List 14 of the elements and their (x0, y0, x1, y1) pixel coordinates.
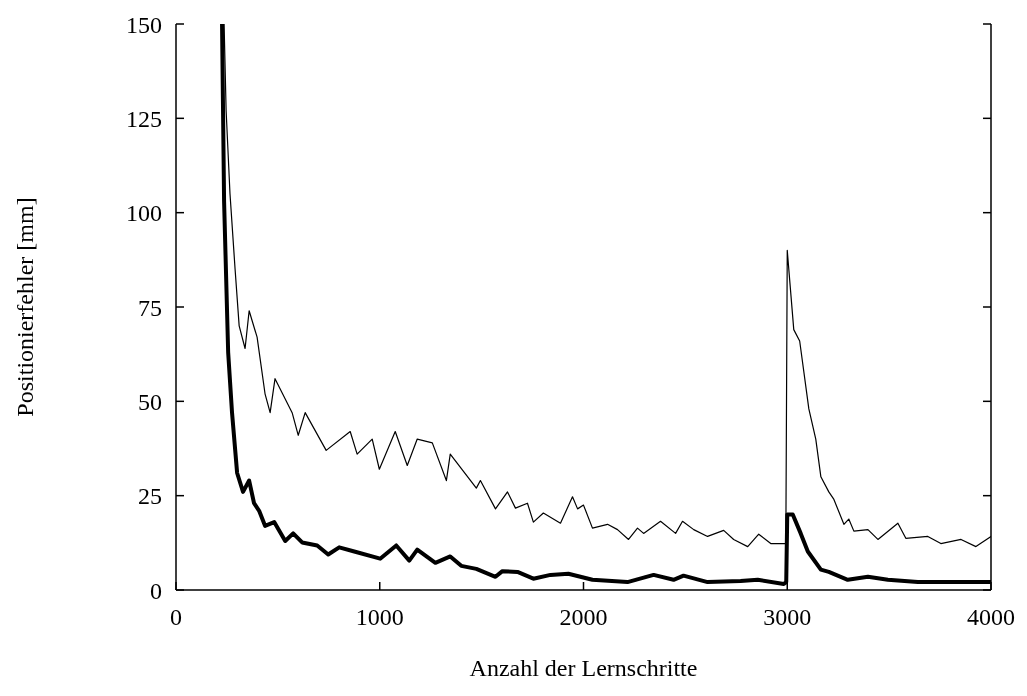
y-tick-label: 125 (126, 105, 162, 132)
x-tick-label: 2000 (559, 604, 608, 631)
y-tick-label: 100 (126, 200, 162, 227)
x-tick-label: 3000 (763, 604, 812, 631)
y-tick-label: 75 (138, 294, 162, 321)
x-tick-label: 4000 (967, 604, 1015, 631)
x-tick-label: 1000 (355, 604, 404, 631)
y-tick-label: 25 (138, 483, 162, 510)
y-axis-title: Positionierfehler [mm] (11, 197, 38, 417)
x-axis-title: Anzahl der Lernschritte (469, 655, 698, 681)
y-tick-label: 50 (138, 388, 162, 415)
x-tick-label: 0 (170, 604, 182, 631)
y-tick-label: 0 (150, 577, 162, 604)
y-tick-label: 150 (126, 11, 162, 38)
